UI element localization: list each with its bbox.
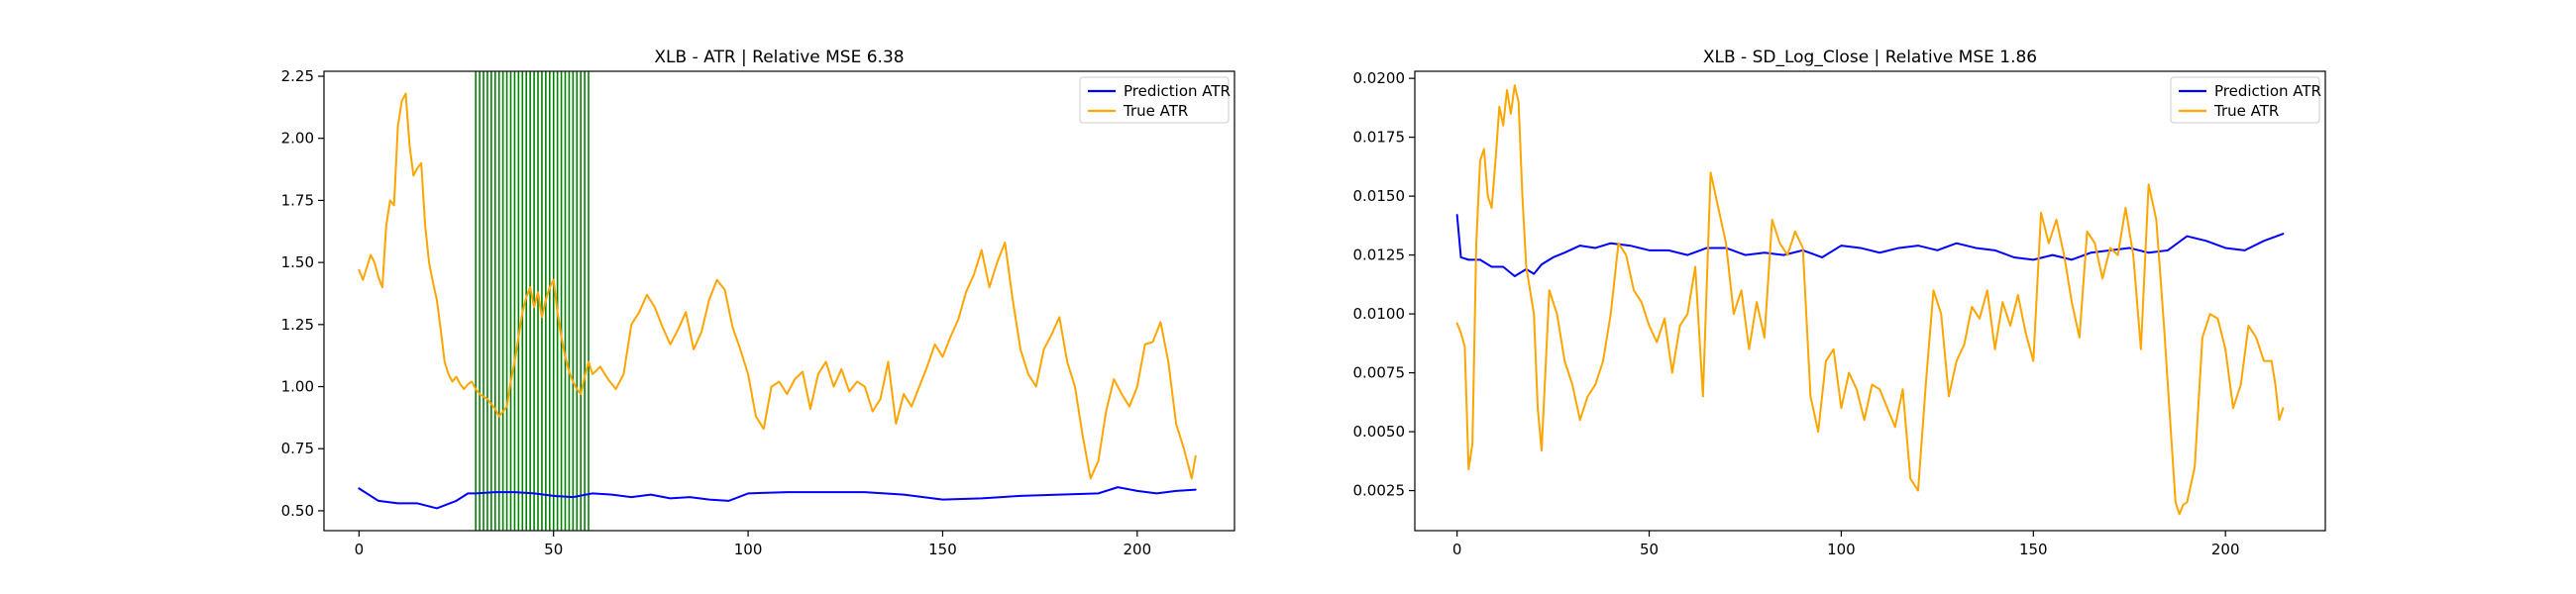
legend-box bbox=[1079, 76, 1230, 124]
legend: Prediction ATR True ATR bbox=[1079, 76, 1231, 124]
axes-frame bbox=[1414, 70, 2326, 532]
x-tick-label: 50 bbox=[1640, 541, 1659, 558]
x-tick-label: 0 bbox=[1452, 541, 1462, 558]
chart-title: XLB - ATR | Relative MSE 6.38 bbox=[654, 48, 904, 67]
y-tick-label: 0.0125 bbox=[1353, 247, 1406, 264]
y-tick-label: 1.25 bbox=[281, 316, 314, 334]
y-tick-label: 1.50 bbox=[281, 253, 314, 271]
chart-sd-log-close: 0 50 100 150 200 0.0025 0.0050 0.0075 0.0100 0.01… bbox=[1353, 48, 2326, 558]
y-tick-label: 1.00 bbox=[281, 378, 314, 396]
y-tick-label: 0.0200 bbox=[1353, 69, 1406, 87]
legend-label: Prediction ATR bbox=[2214, 82, 2321, 100]
y-tick-label: 0.50 bbox=[281, 502, 314, 520]
x-tick-label: 200 bbox=[1123, 541, 1151, 558]
y-tick-label: 0.0050 bbox=[1353, 423, 1406, 441]
legend-label: Prediction ATR bbox=[1124, 82, 1231, 100]
x-tick-label: 200 bbox=[2211, 541, 2240, 558]
x-tick-label: 150 bbox=[928, 541, 957, 558]
x-tick-label: 100 bbox=[1827, 541, 1856, 558]
series-line-prediction bbox=[1455, 214, 2285, 278]
y-tick-label: 2.00 bbox=[281, 130, 314, 148]
y-tick-label: 0.0150 bbox=[1353, 187, 1406, 205]
legend-label: True ATR bbox=[2213, 102, 2279, 120]
y-tick-label: 0.0100 bbox=[1353, 305, 1406, 323]
legend-label: True ATR bbox=[1123, 102, 1188, 120]
y-tick-label: 0.0025 bbox=[1353, 482, 1406, 500]
y-tick-label: 0.75 bbox=[281, 440, 314, 457]
chart-atr: 0 50 100 150 200 0.50 0.75 1.00 1.25 1.50 1.75 2.00… bbox=[281, 48, 1235, 558]
series-line-true bbox=[1455, 84, 2285, 516]
plot-area bbox=[358, 71, 1197, 531]
y-tick-label: 0.0175 bbox=[1353, 129, 1406, 147]
series-line-true bbox=[358, 92, 1197, 480]
chart-title: XLB - SD_Log_Close | Relative MSE 1.86 bbox=[1703, 48, 2037, 67]
x-tick-label: 50 bbox=[544, 541, 563, 558]
series-line-prediction bbox=[358, 486, 1197, 510]
legend: Prediction ATR True ATR bbox=[2170, 76, 2321, 124]
plot-area bbox=[1455, 84, 2285, 516]
y-tick-label: 1.75 bbox=[281, 191, 314, 209]
legend-box bbox=[2170, 76, 2320, 124]
x-tick-label: 100 bbox=[734, 541, 763, 558]
x-tick-label: 0 bbox=[355, 541, 365, 558]
y-tick-label: 0.0075 bbox=[1353, 364, 1406, 382]
axes-frame bbox=[323, 70, 1235, 532]
y-tick-label: 2.25 bbox=[281, 67, 314, 85]
x-tick-label: 150 bbox=[2019, 541, 2048, 558]
